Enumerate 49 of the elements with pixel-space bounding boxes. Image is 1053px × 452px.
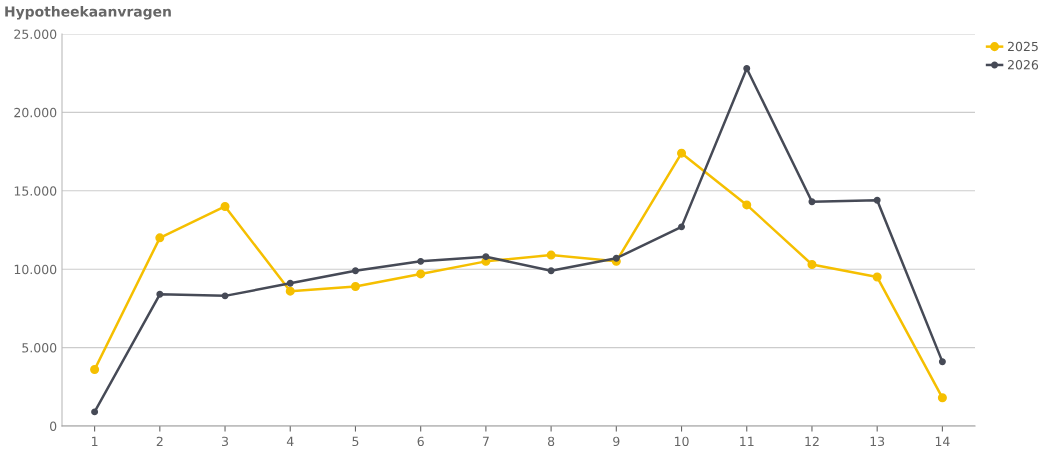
y-tick-label: 10.000 [14,264,57,275]
x-tick-label: 1 [92,436,98,446]
point [678,223,686,231]
point [156,290,164,298]
x-tick-label: 9 [613,436,620,447]
legend-label: 2026 [1007,60,1039,70]
x-tick-label: 2 [156,436,163,446]
x-tick-label: 12 [805,436,819,446]
point [807,259,817,270]
point [350,281,360,291]
y-tick-label: 5.000 [22,343,57,353]
x-tick-label: 8 [547,436,555,447]
x-tick-label: 4 [286,436,294,446]
point [677,148,687,158]
point [417,257,425,265]
point [873,196,881,204]
x-tick-label: 14 [935,436,950,446]
x-tick-label: 3 [222,436,229,447]
y-tick-label: 15.000 [14,186,57,196]
x-tick-label: 7 [482,436,489,446]
x-tick-label: 10 [674,436,689,447]
legend-label: 2025 [1007,41,1038,52]
point [938,358,946,366]
point [220,201,230,211]
x-tick-label: 13 [870,436,885,447]
point [416,269,426,279]
point [808,198,816,206]
y-tick-label: 0 [50,421,57,431]
point [286,279,294,287]
point [91,408,99,416]
point [742,200,752,210]
point [546,250,556,260]
x-tick-label: 6 [417,436,424,447]
point [937,393,947,403]
point [872,272,882,282]
point [482,253,490,261]
point [90,365,100,375]
chart-title: Hypotheekaanvragen [5,6,171,20]
point [351,267,359,275]
point [743,65,751,72]
y-tick-label: 20.000 [14,107,57,118]
x-tick-label: 5 [352,436,359,447]
x-tick-label: 11 [740,436,754,446]
y-tick-label: 25.000 [14,29,57,39]
point [155,233,165,243]
point [612,254,620,262]
point [221,292,229,300]
point [285,286,295,296]
point [547,267,555,275]
